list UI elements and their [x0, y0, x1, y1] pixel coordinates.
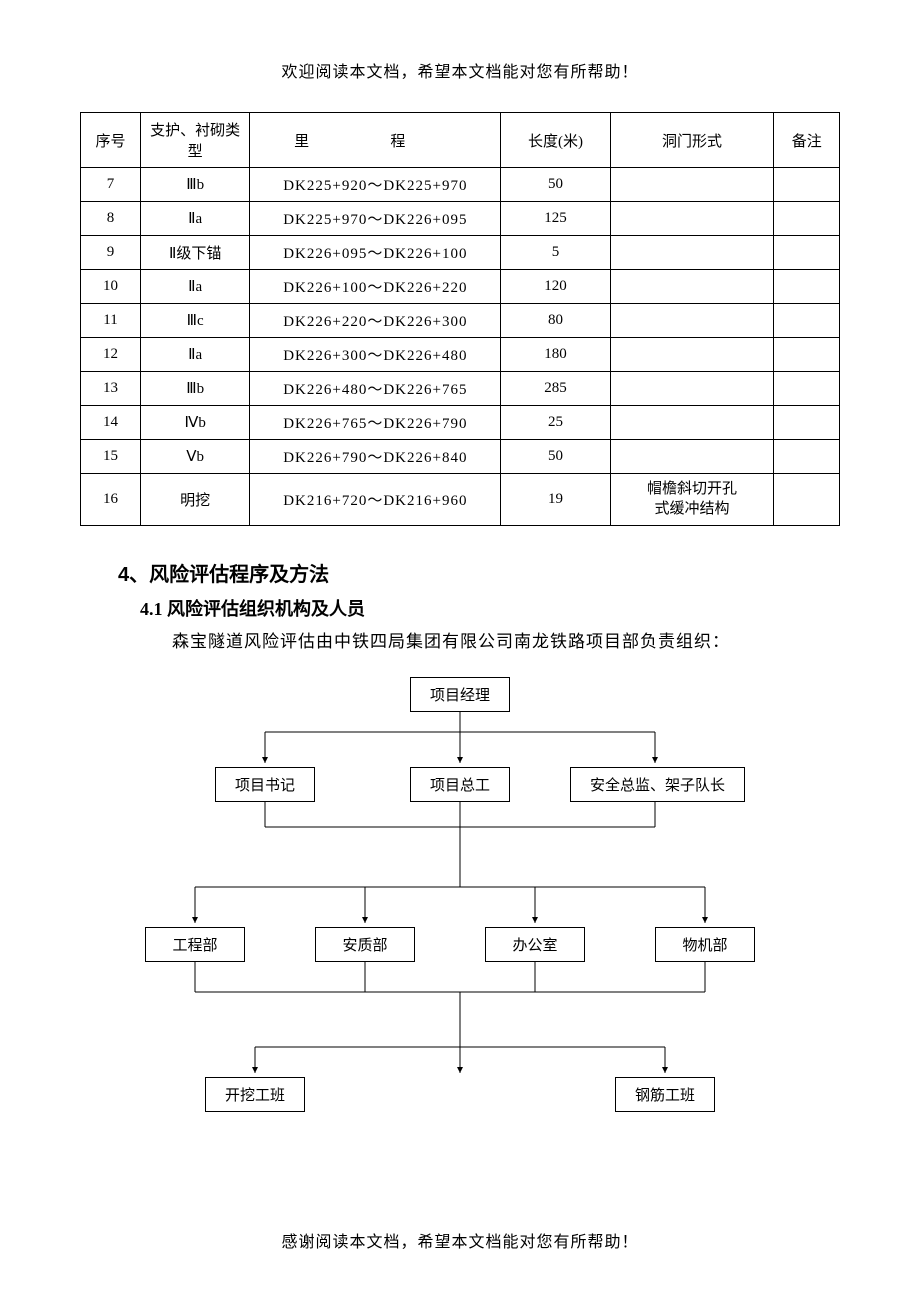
th-range-li: 里 — [259, 130, 375, 151]
td-length: 50 — [501, 168, 610, 202]
table-row: 15ⅤbDK226+790～DK226+84050 — [81, 440, 840, 474]
table-row: 8ⅡaDK225+970～DK226+095125 — [81, 202, 840, 236]
node-safety-director: 安全总监、架子队长 — [570, 767, 745, 802]
th-range: 里程 — [250, 113, 501, 168]
th-seq: 序号 — [81, 113, 141, 168]
td-range: DK226+765～DK226+790 — [250, 406, 501, 440]
td-range: DK226+790～DK226+840 — [250, 440, 501, 474]
td-seq: 10 — [81, 270, 141, 304]
td-type: Ⅱa — [141, 270, 250, 304]
td-form — [610, 440, 774, 474]
td-type: 明挖 — [141, 474, 250, 526]
td-length: 180 — [501, 338, 610, 372]
th-range-cheng: 程 — [375, 130, 491, 151]
node-office: 办公室 — [485, 927, 585, 962]
node-chief-engineer: 项目总工 — [410, 767, 510, 802]
td-form — [610, 372, 774, 406]
node-project-manager: 项目经理 — [410, 677, 510, 712]
table-row: 10ⅡaDK226+100～DK226+220120 — [81, 270, 840, 304]
node-material-dept: 物机部 — [655, 927, 755, 962]
table-header-row: 序号 支护、衬砌类型 里程 长度(米) 洞门形式 备注 — [81, 113, 840, 168]
td-note — [774, 202, 840, 236]
td-form — [610, 338, 774, 372]
th-length: 长度(米) — [501, 113, 610, 168]
td-seq: 9 — [81, 236, 141, 270]
td-type: Ⅳb — [141, 406, 250, 440]
td-type: Ⅲb — [141, 372, 250, 406]
td-form — [610, 236, 774, 270]
td-range: DK225+920～DK225+970 — [250, 168, 501, 202]
td-type: Ⅱa — [141, 338, 250, 372]
td-type: Ⅲb — [141, 168, 250, 202]
section41-body: 森宝隧道风险评估由中铁四局集团有限公司南龙铁路项目部负责组织： — [172, 627, 920, 652]
td-length: 19 — [501, 474, 610, 526]
td-note — [774, 168, 840, 202]
table-row: 12ⅡaDK226+300～DK226+480180 — [81, 338, 840, 372]
td-type: Ⅴb — [141, 440, 250, 474]
th-form: 洞门形式 — [610, 113, 774, 168]
node-safety-quality-dept: 安质部 — [315, 927, 415, 962]
td-length: 125 — [501, 202, 610, 236]
td-length: 285 — [501, 372, 610, 406]
td-seq: 7 — [81, 168, 141, 202]
table-row: 7ⅢbDK225+920～DK225+97050 — [81, 168, 840, 202]
td-seq: 13 — [81, 372, 141, 406]
header-text: 欢迎阅读本文档，希望本文档能对您有所帮助！ — [0, 0, 920, 112]
td-seq: 11 — [81, 304, 141, 338]
node-excavation-team: 开挖工班 — [205, 1077, 305, 1112]
td-range: DK226+480～DK226+765 — [250, 372, 501, 406]
table-row: 16明挖DK216+720～DK216+96019帽檐斜切开孔式缓冲结构 — [81, 474, 840, 526]
td-form — [610, 406, 774, 440]
table-row: 13ⅢbDK226+480～DK226+765285 — [81, 372, 840, 406]
th-note: 备注 — [774, 113, 840, 168]
node-rebar-team: 钢筋工班 — [615, 1077, 715, 1112]
table-row: 9Ⅱ级下锚DK226+095～DK226+1005 — [81, 236, 840, 270]
node-project-secretary: 项目书记 — [215, 767, 315, 802]
th-type: 支护、衬砌类型 — [141, 113, 250, 168]
td-range: DK226+300～DK226+480 — [250, 338, 501, 372]
td-form — [610, 202, 774, 236]
footer-text: 感谢阅读本文档，希望本文档能对您有所帮助！ — [0, 1228, 920, 1252]
td-seq: 8 — [81, 202, 141, 236]
td-range: DK216+720～DK216+960 — [250, 474, 501, 526]
td-type: Ⅱ级下锚 — [141, 236, 250, 270]
td-note — [774, 270, 840, 304]
td-range: DK225+970～DK226+095 — [250, 202, 501, 236]
td-length: 80 — [501, 304, 610, 338]
table-row: 11ⅢcDK226+220～DK226+30080 — [81, 304, 840, 338]
table-row: 14ⅣbDK226+765～DK226+79025 — [81, 406, 840, 440]
td-note — [774, 474, 840, 526]
td-note — [774, 406, 840, 440]
td-note — [774, 440, 840, 474]
td-note — [774, 338, 840, 372]
td-form — [610, 270, 774, 304]
section4-title: 4、风险评估程序及方法 — [118, 558, 920, 587]
td-form — [610, 168, 774, 202]
td-seq: 12 — [81, 338, 141, 372]
org-chart: 项目经理 项目书记 项目总工 安全总监、架子队长 工程部 安质部 办公室 物机部… — [110, 677, 810, 1127]
node-engineering-dept: 工程部 — [145, 927, 245, 962]
td-length: 50 — [501, 440, 610, 474]
section41-title: 4.1 风险评估组织机构及人员 — [140, 595, 920, 621]
td-type: Ⅲc — [141, 304, 250, 338]
td-seq: 16 — [81, 474, 141, 526]
td-note — [774, 372, 840, 406]
td-seq: 14 — [81, 406, 141, 440]
td-note — [774, 236, 840, 270]
td-type: Ⅱa — [141, 202, 250, 236]
td-seq: 15 — [81, 440, 141, 474]
td-range: DK226+095～DK226+100 — [250, 236, 501, 270]
td-form — [610, 304, 774, 338]
support-lining-table: 序号 支护、衬砌类型 里程 长度(米) 洞门形式 备注 7ⅢbDK225+920… — [80, 112, 840, 526]
td-range: DK226+100～DK226+220 — [250, 270, 501, 304]
td-length: 25 — [501, 406, 610, 440]
td-range: DK226+220～DK226+300 — [250, 304, 501, 338]
td-length: 120 — [501, 270, 610, 304]
td-length: 5 — [501, 236, 610, 270]
td-note — [774, 304, 840, 338]
td-form: 帽檐斜切开孔式缓冲结构 — [610, 474, 774, 526]
org-chart-lines — [110, 677, 810, 1127]
